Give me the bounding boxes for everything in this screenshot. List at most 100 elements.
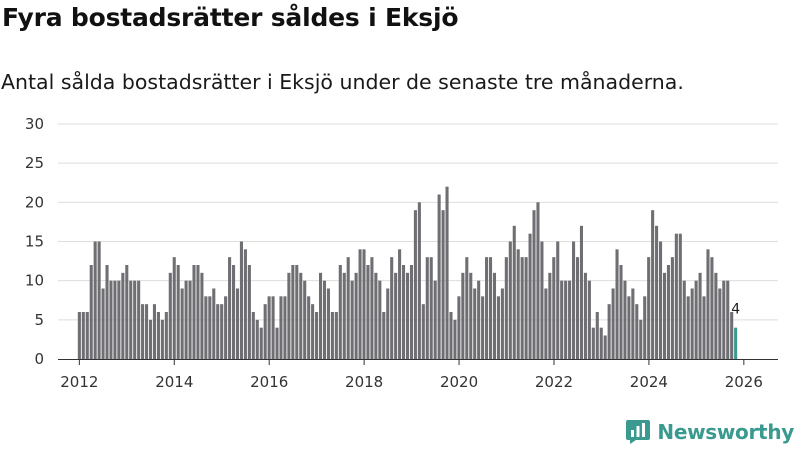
bar (655, 225, 659, 359)
bar (643, 296, 647, 359)
bar (188, 280, 192, 359)
bar (200, 272, 204, 359)
bar (429, 257, 433, 359)
bar (504, 257, 508, 359)
bar (536, 202, 540, 359)
bar (520, 257, 524, 359)
bar (259, 327, 263, 359)
x-tick-label: 2018 (345, 373, 383, 391)
bar-series (77, 186, 738, 359)
bar (117, 280, 121, 359)
bar (706, 249, 710, 359)
bar (160, 319, 164, 359)
bar (730, 312, 734, 359)
bar (639, 319, 643, 359)
bar (322, 280, 327, 359)
axis-labels: 0 5 10 15 20 25 30 2012 2014 2016 2018 2020 2022 2024… (25, 115, 763, 391)
bar (378, 280, 382, 359)
bar (437, 194, 441, 359)
bar (192, 265, 196, 359)
bar (500, 288, 504, 359)
bar (718, 288, 722, 359)
bar (599, 327, 603, 359)
bar (184, 280, 188, 359)
x-tick-label: 2012 (60, 373, 98, 391)
bar (121, 272, 125, 359)
bar (334, 312, 338, 359)
bar (465, 257, 469, 359)
bar (481, 296, 485, 359)
bar (524, 257, 528, 359)
y-tick-label: 5 (34, 311, 44, 329)
bar (374, 272, 378, 359)
bar (540, 241, 544, 359)
bar (129, 280, 133, 359)
bar (469, 272, 473, 359)
bar (196, 265, 200, 359)
bar (145, 304, 149, 359)
bar (271, 296, 275, 359)
bar (275, 327, 279, 359)
bar (623, 280, 627, 359)
bar (651, 210, 655, 359)
x-tick-label: 2024 (630, 373, 668, 391)
bar (556, 241, 560, 359)
bar (279, 296, 283, 359)
bar (575, 257, 580, 359)
y-tick-label: 0 (34, 350, 44, 368)
bar (674, 233, 678, 359)
y-tick-label: 20 (25, 193, 44, 211)
x-tick-label: 2016 (250, 373, 288, 391)
bar (658, 241, 663, 359)
bar (445, 186, 449, 359)
bar (603, 335, 607, 359)
bar (267, 296, 271, 359)
y-tick-label: 30 (25, 115, 44, 133)
bar (180, 288, 184, 359)
bar (172, 257, 176, 359)
bar (595, 312, 599, 359)
bar (97, 241, 101, 359)
bar (342, 272, 346, 359)
value-label: 4 (731, 302, 740, 318)
bar (109, 280, 113, 359)
bar (473, 288, 477, 359)
chart-subtitle: Antal sålda bostadsrätter i Eksjö under … (1, 70, 684, 94)
bar (516, 249, 520, 359)
bar-chart: 0 5 10 15 20 25 30 2012 2014 2016 2018 2020 2022 2024… (25, 115, 778, 391)
bar (694, 280, 698, 359)
bar (698, 272, 702, 359)
y-tick-label: 10 (25, 272, 44, 290)
bar (544, 288, 548, 359)
bar (508, 241, 512, 359)
bar (152, 304, 157, 359)
bar (212, 288, 216, 359)
bar (346, 257, 350, 359)
bar (402, 265, 406, 359)
bar (239, 241, 243, 359)
bar (358, 249, 362, 359)
bar (326, 288, 330, 359)
bar (552, 257, 556, 359)
bar (291, 265, 295, 359)
bar (477, 280, 481, 359)
bar (338, 265, 342, 359)
newsworthy-logo: Newsworthy (625, 418, 794, 446)
bar (662, 272, 667, 359)
bar-chart-logo-icon (626, 420, 651, 444)
bar (488, 257, 493, 359)
bar (678, 233, 682, 359)
bar (370, 257, 374, 359)
bar (148, 319, 153, 359)
bar (81, 312, 85, 359)
bar (125, 265, 129, 359)
bar (686, 296, 690, 359)
bar (726, 280, 730, 359)
bar (77, 312, 81, 359)
bar-highlight (734, 327, 738, 359)
bar (85, 312, 89, 359)
bar (710, 257, 714, 359)
bar (528, 233, 532, 359)
bar (714, 272, 718, 359)
bar (303, 280, 307, 359)
